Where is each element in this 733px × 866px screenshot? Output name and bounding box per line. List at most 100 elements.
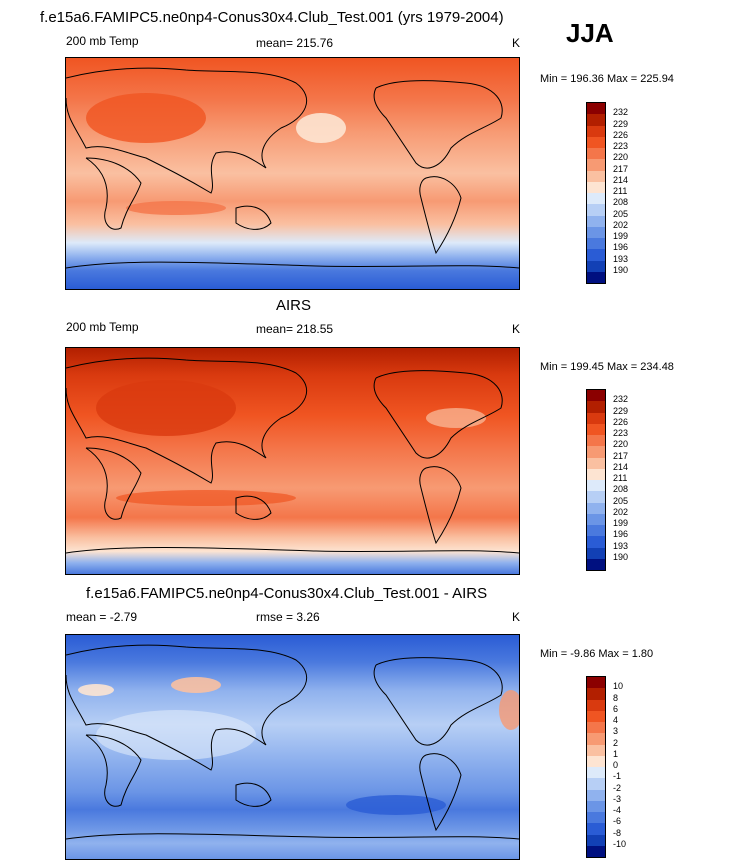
colorbar-segment bbox=[587, 125, 605, 137]
colorbar-tick-label: 211 bbox=[613, 186, 628, 196]
colorbar-segment bbox=[587, 677, 605, 689]
panel2-mean-label: mean= 218.55 bbox=[256, 322, 334, 336]
panel3-colorbar bbox=[586, 676, 606, 858]
colorbar-segment bbox=[587, 789, 605, 801]
panel2-map bbox=[65, 347, 520, 575]
colorbar-tick-label: 208 bbox=[613, 484, 629, 495]
panel1-map bbox=[65, 57, 520, 290]
colorbar-segment bbox=[587, 513, 605, 525]
colorbar-segment bbox=[587, 480, 605, 492]
colorbar-tick-label: 2 bbox=[613, 737, 619, 748]
colorbar-tick-label: 10 bbox=[613, 681, 624, 692]
colorbar-tick-label: 8 bbox=[613, 692, 619, 703]
colorbar-segment bbox=[587, 812, 605, 824]
colorbar-segment bbox=[587, 435, 605, 447]
panel2-map-svg bbox=[66, 348, 519, 574]
colorbar-tick-label: 226 bbox=[613, 416, 629, 427]
colorbar-segment bbox=[587, 148, 605, 160]
colorbar-tick-label: 217 bbox=[613, 163, 629, 174]
colorbar-tick-label: 232 bbox=[613, 107, 629, 118]
colorbar-segment bbox=[587, 181, 605, 193]
colorbar-segment bbox=[587, 710, 605, 722]
colorbar-segment bbox=[587, 193, 605, 205]
colorbar-tick-label: 223 bbox=[613, 428, 629, 438]
colorbar-segment bbox=[587, 159, 605, 171]
colorbar-tick-label: 199 bbox=[613, 518, 629, 528]
season-label: JJA bbox=[566, 18, 614, 48]
colorbar-tick-label: 232 bbox=[613, 394, 629, 405]
panel1-minmax: Min = 196.36 Max = 225.94 bbox=[540, 73, 674, 85]
colorbar-tick-label: 199 bbox=[613, 231, 629, 241]
colorbar-tick-label: 193 bbox=[613, 253, 629, 264]
panel3-minmax: Min = -9.86 Max = 1.80 bbox=[540, 648, 654, 660]
colorbar-segment bbox=[587, 722, 605, 734]
colorbar-segment bbox=[587, 800, 605, 812]
colorbar-tick-label: 3 bbox=[613, 726, 619, 737]
colorbar-segment bbox=[587, 114, 605, 126]
panel2-colorbar bbox=[586, 389, 606, 571]
colorbar-tick-label: 214 bbox=[613, 461, 629, 472]
colorbar-tick-label: 196 bbox=[613, 242, 629, 253]
colorbar-tick-label: -8 bbox=[613, 827, 622, 838]
panel2-title: AIRS bbox=[276, 297, 312, 314]
colorbar-segment bbox=[587, 457, 605, 469]
colorbar-segment bbox=[587, 423, 605, 435]
colorbar-tick-label: 211 bbox=[613, 473, 628, 483]
panel3-rmse-label: rmse = 3.26 bbox=[256, 610, 320, 624]
colorbar-segment bbox=[587, 688, 605, 700]
colorbar-segment bbox=[587, 502, 605, 514]
colorbar-segment bbox=[587, 767, 605, 779]
colorbar-tick-label: 220 bbox=[613, 152, 629, 163]
colorbar-tick-label: -4 bbox=[613, 805, 622, 815]
panel1-variable-label: 200 mb Temp bbox=[66, 34, 139, 48]
panel3-title: f.e15a6.FAMIPC5.ne0np4-Conus30x4.Club_Te… bbox=[86, 585, 488, 602]
colorbar-segment bbox=[587, 547, 605, 559]
colorbar-tick-label: 223 bbox=[613, 141, 629, 151]
colorbar-segment bbox=[587, 390, 605, 402]
colorbar-tick-label: -3 bbox=[613, 793, 622, 804]
panel3-map-svg bbox=[66, 635, 519, 859]
colorbar-segment bbox=[587, 412, 605, 424]
panel1-units-label: K bbox=[512, 36, 521, 50]
panel1-map-svg bbox=[66, 58, 519, 289]
colorbar-tick-label: 217 bbox=[613, 450, 629, 461]
colorbar-tick-label: 6 bbox=[613, 703, 619, 714]
colorbar-tick-label: 196 bbox=[613, 529, 629, 540]
colorbar-tick-label: 226 bbox=[613, 129, 629, 140]
colorbar-tick-label: 205 bbox=[613, 495, 629, 506]
colorbar-tick-label: -6 bbox=[613, 816, 622, 827]
colorbar-segment bbox=[587, 103, 605, 115]
colorbar-tick-label: 4 bbox=[613, 715, 619, 725]
panel1-colorbar bbox=[586, 102, 606, 284]
colorbar-tick-label: 229 bbox=[613, 405, 629, 416]
colorbar-tick-label: 202 bbox=[613, 219, 629, 230]
colorbar-segment bbox=[587, 699, 605, 711]
colorbar-segment bbox=[587, 238, 605, 250]
panel2-variable-label: 200 mb Temp bbox=[66, 320, 139, 334]
colorbar-segment bbox=[587, 733, 605, 745]
panel1-mean-label: mean= 215.76 bbox=[256, 36, 334, 50]
colorbar-tick-label: 1 bbox=[613, 748, 619, 759]
colorbar-segment bbox=[587, 215, 605, 227]
colorbar-segment bbox=[587, 204, 605, 216]
colorbar-segment bbox=[587, 271, 605, 283]
colorbar-segment bbox=[587, 136, 605, 148]
panel3-map bbox=[65, 634, 520, 860]
colorbar-segment bbox=[587, 446, 605, 458]
colorbar-tick-label: 208 bbox=[613, 197, 629, 208]
colorbar-tick-label: 205 bbox=[613, 208, 629, 219]
colorbar-tick-label: 214 bbox=[613, 174, 629, 185]
colorbar-segment bbox=[587, 755, 605, 767]
colorbar-tick-label: -1 bbox=[613, 771, 622, 782]
colorbar-tick-label: 0 bbox=[613, 760, 619, 770]
colorbar-tick-label: -10 bbox=[613, 838, 627, 849]
colorbar-tick-label: 190 bbox=[613, 551, 629, 562]
colorbar-segment bbox=[587, 525, 605, 537]
colorbar-tick-label: 220 bbox=[613, 439, 629, 450]
panel3-units-label: K bbox=[512, 610, 521, 624]
colorbar-segment bbox=[587, 468, 605, 480]
colorbar-segment bbox=[587, 249, 605, 261]
colorbar-segment bbox=[587, 170, 605, 182]
colorbar-segment bbox=[587, 491, 605, 503]
panel2-units-label: K bbox=[512, 322, 521, 336]
